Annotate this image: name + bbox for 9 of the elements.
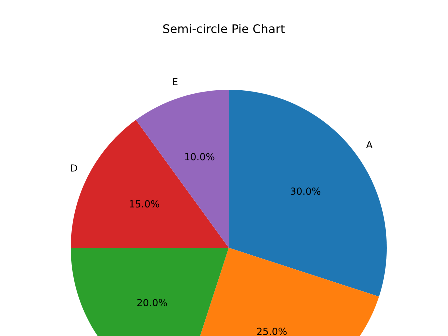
data-label: 30.0% xyxy=(290,188,321,196)
slice-label: D xyxy=(71,164,78,172)
data-label: 15.0% xyxy=(130,200,160,208)
data-label: 25.0% xyxy=(257,328,287,336)
chart-title: Semi-circle Pie Chart xyxy=(164,24,285,34)
data-label: 20.0% xyxy=(138,299,168,307)
slice-label: A xyxy=(366,141,373,149)
data-label: 10.0% xyxy=(185,153,215,161)
slice-label: E xyxy=(173,78,178,86)
